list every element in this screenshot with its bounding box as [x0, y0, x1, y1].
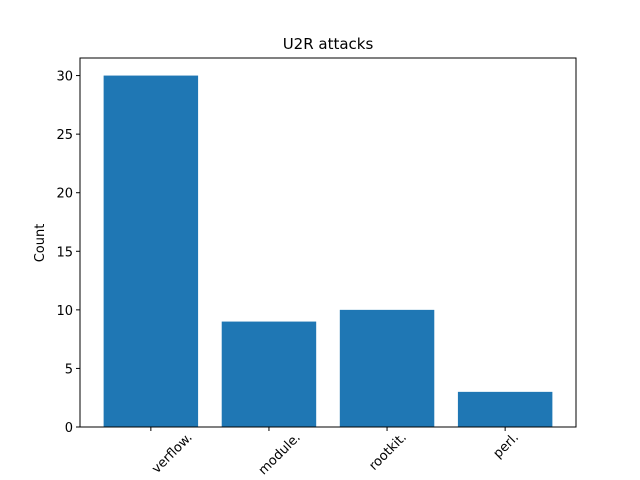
- y-tick-label: 10: [56, 304, 73, 319]
- y-tick-label: 5: [65, 362, 73, 377]
- axes-frame: [79, 57, 577, 428]
- chart-title: U2R attacks: [283, 35, 374, 53]
- bar: [221, 321, 317, 427]
- plot-area: [103, 75, 553, 428]
- y-tick-label: 0: [65, 421, 73, 436]
- y-tick-label: 25: [56, 128, 73, 143]
- bar: [103, 75, 199, 428]
- y-tick-label: 30: [56, 70, 73, 85]
- bar: [457, 391, 553, 427]
- bar: [339, 309, 435, 427]
- y-tick-label: 20: [56, 187, 73, 202]
- y-tick-label: 15: [56, 245, 73, 260]
- y-axis-label: Count: [33, 224, 48, 263]
